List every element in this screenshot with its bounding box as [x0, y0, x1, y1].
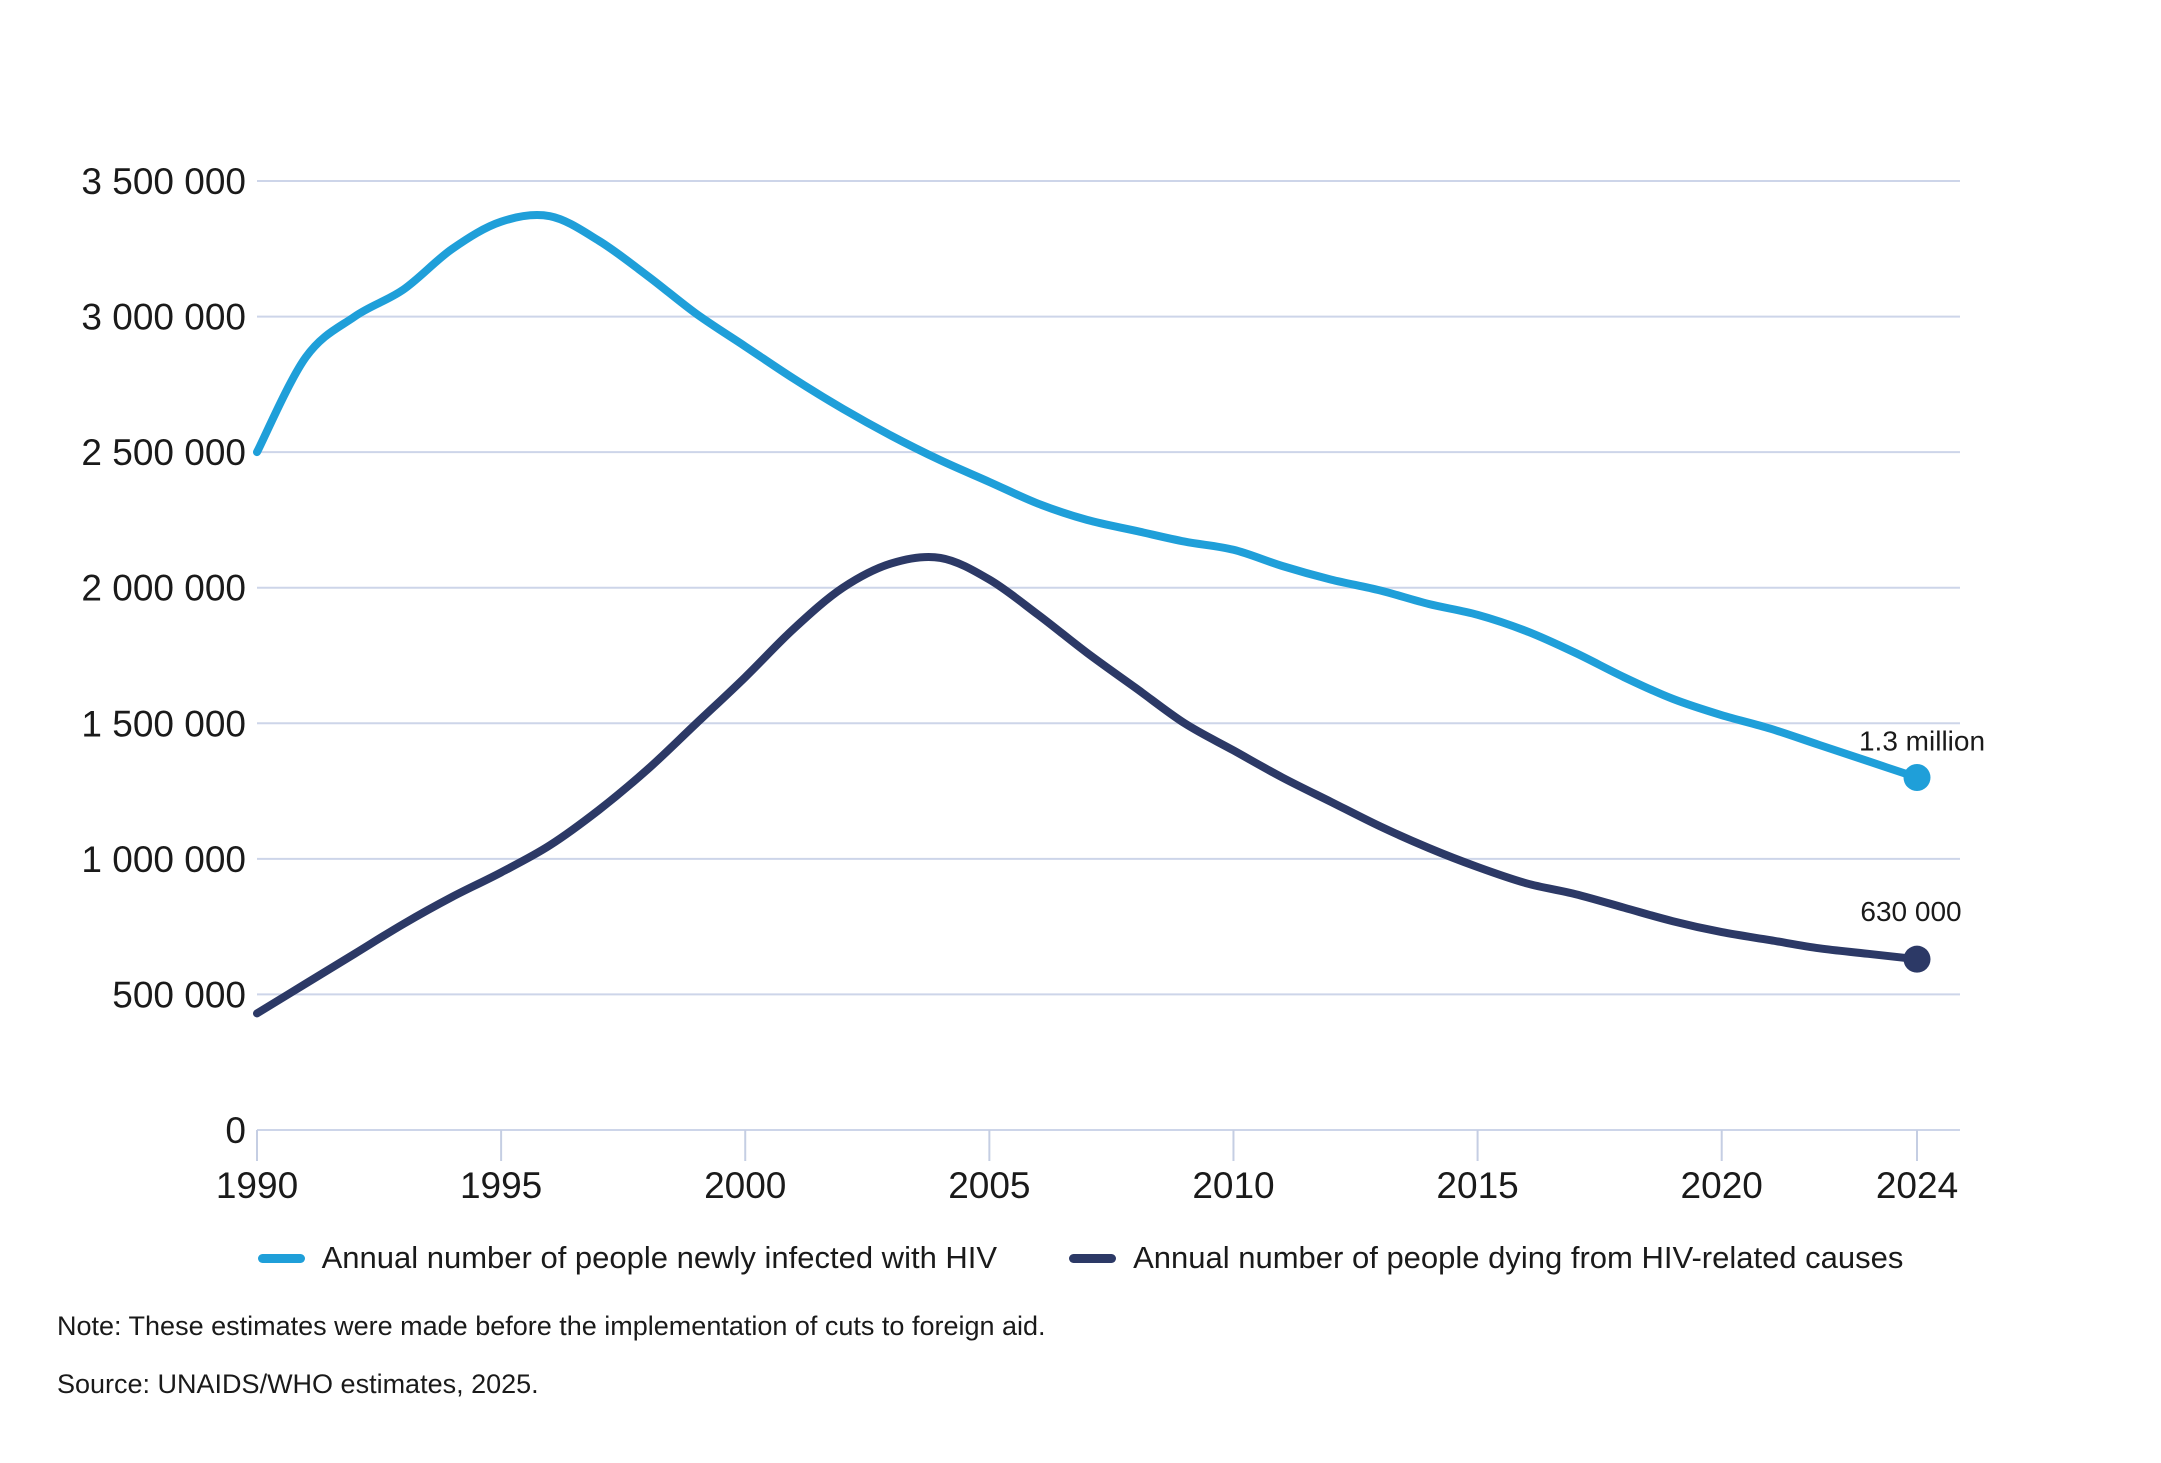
y-axis-label: 1 500 000 [81, 703, 246, 744]
x-axis-label: 2000 [704, 1165, 786, 1206]
x-axis-label: 2005 [948, 1165, 1030, 1206]
y-axis-label: 2 500 000 [81, 432, 246, 473]
line-chart: 0 500 000 1 000 000 1 500 000 2 000 000 2 500… [81, 161, 1985, 1206]
y-axis-label: 3 000 000 [81, 297, 246, 338]
series-line-new-infections [253, 210, 1921, 782]
x-axis-label: 2015 [1436, 1165, 1518, 1206]
y-axis-label: 500 000 [112, 974, 246, 1015]
chart-legend: Annual number of people newly infected w… [0, 1234, 2161, 1282]
legend-label-hiv-deaths: Annual number of people dying from HIV-r… [1133, 1240, 1904, 1275]
y-axis-label: 2 000 000 [81, 568, 246, 609]
x-axis-label: 2024 [1876, 1165, 1958, 1206]
note-text: Note: These estimates were made before t… [57, 1311, 1046, 1341]
x-axis-label: 1990 [216, 1165, 298, 1206]
end-annotation-hiv-deaths: 630 000 [1860, 896, 1961, 927]
end-dot-hiv-deaths [1903, 945, 1931, 973]
legend-label-new-infections: Annual number of people newly infected w… [321, 1240, 998, 1275]
x-axis-label: 1995 [460, 1165, 542, 1206]
legend-item-hiv-deaths: Annual number of people dying from HIV-r… [1069, 1240, 1903, 1276]
end-dot-new-infections [1903, 764, 1931, 792]
y-axis-label: 3 500 000 [81, 161, 246, 202]
y-axis-label: 0 [225, 1110, 246, 1151]
source-text: Source: UNAIDS/WHO estimates, 2025. [57, 1369, 539, 1399]
x-axis-label: 2020 [1681, 1165, 1763, 1206]
legend-swatch-new-infections-icon [257, 1253, 305, 1263]
legend-item-new-infections: Annual number of people newly infected w… [257, 1240, 998, 1276]
x-axis-label: 2010 [1192, 1165, 1274, 1206]
series-line-hiv-deaths [253, 552, 1921, 1018]
legend-swatch-hiv-deaths-icon [1069, 1253, 1117, 1263]
y-axis-label: 1 000 000 [81, 839, 246, 880]
end-annotation-new-infections: 1.3 million [1859, 726, 1985, 757]
